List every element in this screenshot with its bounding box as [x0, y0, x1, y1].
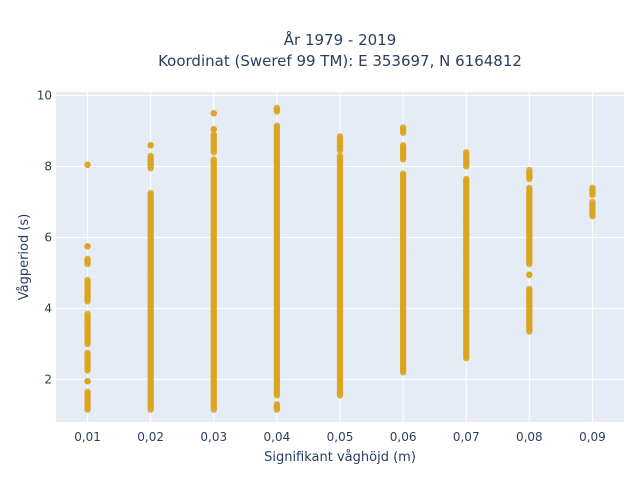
- data-point: [84, 243, 91, 250]
- data-point: [273, 104, 281, 112]
- data-point: [210, 126, 217, 133]
- data-point: [84, 255, 91, 262]
- y-tick-label: 4: [44, 301, 52, 315]
- data-point: [84, 388, 91, 396]
- x-tick-label: 0,01: [74, 430, 101, 444]
- data-point: [589, 184, 596, 192]
- y-tick-label: 8: [44, 160, 52, 174]
- data-point: [463, 175, 470, 183]
- x-tick-label: 0,08: [516, 430, 543, 444]
- data-point: [526, 285, 533, 293]
- data-point: [84, 349, 91, 357]
- data-point: [273, 401, 281, 408]
- data-point: [147, 152, 154, 160]
- x-axis-title: Signifikant våghöjd (m): [264, 450, 416, 465]
- y-tick-label: 10: [37, 89, 52, 103]
- data-point: [210, 110, 217, 117]
- chart-title-line-2: Koordinat (Sweref 99 TM): E 353697, N 61…: [158, 52, 522, 70]
- data-markers: [84, 104, 596, 413]
- x-tick-label: 0,09: [579, 430, 606, 444]
- x-tick-label: 0,07: [453, 430, 480, 444]
- data-point: [84, 377, 91, 385]
- data-point: [463, 149, 470, 156]
- x-tick-label: 0,04: [264, 430, 291, 444]
- data-point: [526, 271, 533, 278]
- data-point: [399, 124, 407, 131]
- data-point: [526, 166, 533, 174]
- data-point: [399, 170, 407, 177]
- data-point: [273, 122, 281, 129]
- data-point: [147, 189, 154, 197]
- data-point: [589, 198, 596, 206]
- data-point: [399, 142, 407, 149]
- y-axis-title: Vågperiod (s): [17, 214, 32, 301]
- y-tick-label: 2: [44, 372, 52, 386]
- x-tick-label: 0,06: [390, 430, 417, 444]
- data-point: [210, 131, 217, 138]
- data-point: [84, 310, 91, 317]
- data-point: [84, 276, 91, 284]
- data-point: [84, 161, 91, 168]
- chart-title-line-1: År 1979 - 2019: [284, 30, 397, 49]
- data-point: [147, 142, 154, 149]
- data-point: [336, 152, 344, 160]
- x-tick-label: 0,03: [200, 430, 227, 444]
- x-tick-label: 0,02: [137, 430, 164, 444]
- x-tick-label: 0,05: [327, 430, 354, 444]
- data-point: [210, 156, 217, 163]
- data-point: [336, 133, 344, 140]
- y-tick-label: 6: [44, 230, 52, 244]
- axis-ticks: 0,01 0,02 0,03 0,04 0,05 0,06 0,07 0,08 0,09 2 4 6 8…: [37, 89, 606, 444]
- data-point: [526, 184, 533, 192]
